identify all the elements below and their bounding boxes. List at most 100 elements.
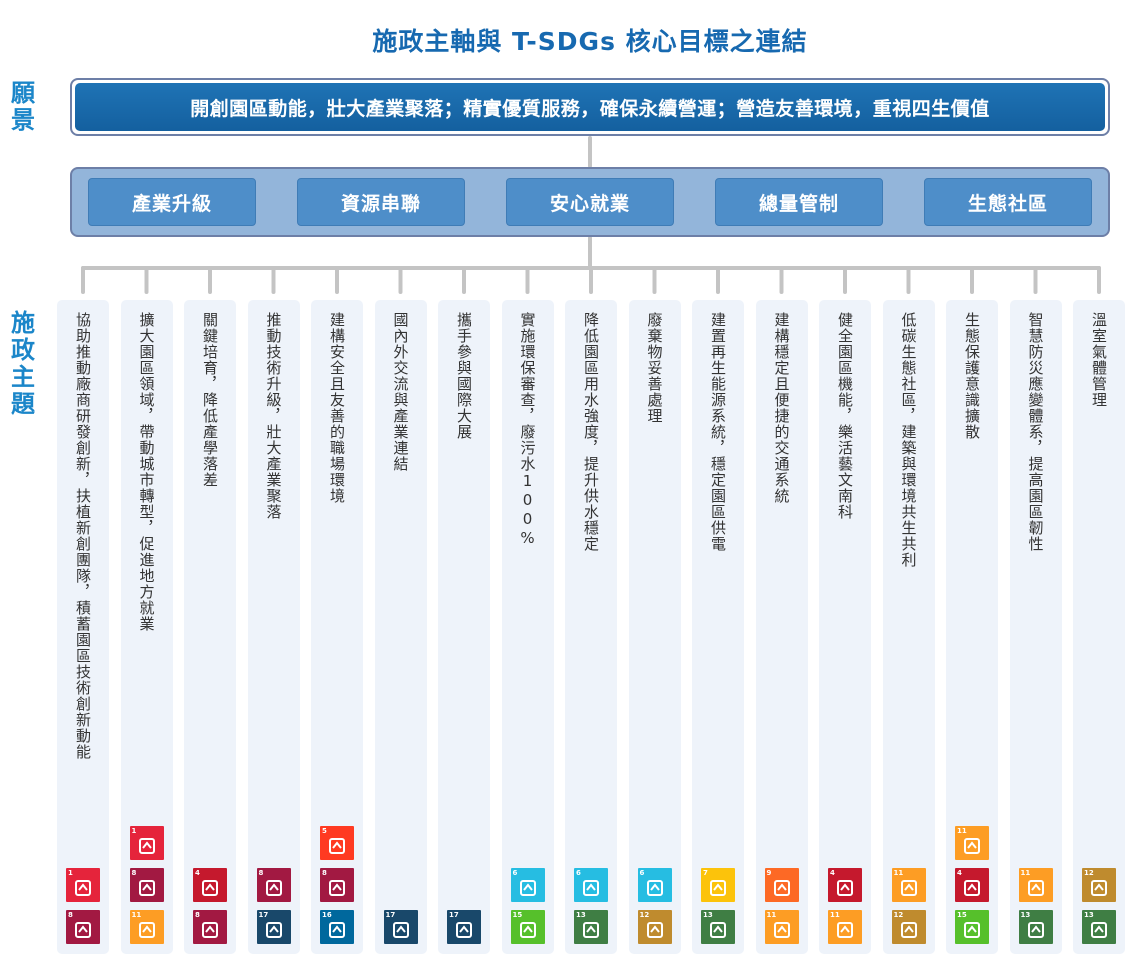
sdg-number: 4	[830, 869, 835, 877]
theme-text: 溫室氣體管理	[1073, 312, 1125, 408]
sdg-number: 11	[957, 827, 967, 835]
theme-column: 協助推動廠商研發創新，扶植新創團隊，積蓄園區技術創新動能 1 8	[57, 300, 109, 954]
sdg-number: 6	[512, 869, 518, 877]
sdg-8-icon: 8	[66, 910, 100, 944]
sdg-12-icon: 12	[1082, 868, 1116, 902]
theme-text: 推動技術升級，壯大產業聚落	[248, 312, 300, 520]
sdg-11-icon: 11	[764, 910, 799, 944]
theme-column: 低碳生態社區，建築與環境共生共利 11 12	[882, 300, 935, 954]
theme-label: 廢棄物妥善處理	[645, 312, 664, 424]
theme-text: 建構穩定且便捷的交通系統	[756, 312, 808, 504]
theme-text: 國內外交流與產業連結	[375, 312, 427, 472]
theme-text: 實施環保審查，廢污水100%	[502, 312, 554, 548]
axis-total-control: 總量管制	[715, 178, 883, 226]
sdg-1-icon: 1	[66, 868, 100, 902]
sdg-4-icon: 4	[955, 868, 989, 902]
axis-resource-linkage: 資源串聯	[297, 178, 465, 226]
sdg-11-icon: 11	[955, 826, 989, 860]
sdg-number: 4	[195, 869, 200, 877]
sdg-number: 8	[258, 869, 264, 877]
theme-text: 攜手參與國際大展	[438, 312, 490, 440]
theme-text: 協助推動廠商研發創新，扶植新創團隊，積蓄園區技術創新動能	[57, 312, 109, 760]
theme-label: 建構穩定且便捷的交通系統	[772, 312, 791, 504]
theme-column: 實施環保審查，廢污水100% 6 15	[501, 300, 554, 954]
theme-label: 智慧防災應變體系，提高園區韌性	[1026, 312, 1045, 552]
sdg-number: 6	[639, 869, 645, 877]
sdg-15-icon: 15	[955, 910, 989, 944]
theme-column: 建置再生能源系統，穩定園區供電 7 13	[692, 300, 744, 954]
sdg-6-icon: 6	[574, 868, 608, 902]
sdg-8-icon: 8	[129, 868, 164, 902]
sdg-number: 17	[258, 911, 269, 919]
axis-industry-upgrade: 產業升級	[88, 178, 256, 226]
axis-eco-community: 生態社區	[924, 178, 1092, 226]
vision-statement: 開創園區動能，壯大產業聚落；精實優質服務，確保永續營運；營造友善環境，重視四生價…	[75, 83, 1105, 131]
theme-column: 智慧防災應變體系，提高園區韌性 11 13	[1009, 300, 1062, 954]
theme-label: 實施環保審查，廢污水100%	[518, 312, 537, 548]
theme-label: 低碳生態社區，建築與環境共生共利	[899, 312, 918, 568]
sdg-11-icon: 11	[828, 910, 862, 944]
sdg-number: 9	[766, 869, 772, 877]
sdg-1-icon: 1	[129, 826, 164, 860]
sdg-9-icon: 9	[764, 868, 799, 902]
sdg-number: 8	[195, 911, 200, 919]
sdg-12-icon: 12	[637, 910, 672, 944]
theme-column: 推動技術升級，壯大產業聚落 8 17	[247, 300, 300, 954]
theme-label: 降低園區用水強度，提升供水穩定	[582, 312, 600, 552]
sdg-number: 11	[1020, 869, 1031, 877]
theme-label: 生態保護意識擴散	[963, 312, 981, 440]
sdg-number: 5	[322, 827, 327, 835]
sdg-number: 12	[893, 911, 904, 919]
theme-text: 低碳生態社區，建築與環境共生共利	[883, 312, 935, 568]
theme-text: 生態保護意識擴散	[946, 312, 998, 440]
sdg-number: 6	[576, 869, 581, 877]
sdg-number: 11	[766, 911, 777, 919]
sdg-7-icon: 7	[701, 868, 735, 902]
theme-text: 建構安全且友善的職場環境	[311, 312, 363, 504]
theme-label: 建構安全且友善的職場環境	[328, 312, 346, 504]
theme-label: 推動技術升級，壯大產業聚落	[264, 312, 283, 520]
sdg-8-icon: 8	[320, 868, 354, 902]
sdg-16-icon: 16	[320, 910, 354, 944]
sdg-6-icon: 6	[510, 868, 545, 902]
sdg-11-icon: 11	[1018, 868, 1053, 902]
sdg-number: 11	[131, 911, 142, 919]
theme-column: 攜手參與國際大展 17	[438, 300, 490, 954]
sdg-8-icon: 8	[193, 910, 227, 944]
sdg-11-icon: 11	[129, 910, 164, 944]
theme-text: 降低園區用水強度，提升供水穩定	[565, 312, 617, 552]
theme-label: 攜手參與國際大展	[455, 312, 473, 440]
theme-column: 國內外交流與產業連結 17	[374, 300, 427, 954]
theme-column: 溫室氣體管理 12 13	[1073, 300, 1125, 954]
themes-side-label: 施 政 主 題	[11, 309, 35, 418]
sdg-number: 15	[512, 911, 523, 919]
sdg-number: 1	[68, 869, 73, 877]
sdg-6-icon: 6	[637, 868, 672, 902]
axis-safe-employment: 安心就業	[506, 178, 674, 226]
theme-column: 建構安全且友善的職場環境 5 8 16	[311, 300, 363, 954]
sdg-number: 17	[449, 911, 459, 919]
sdg-number: 13	[1084, 911, 1094, 919]
sdg-number: 7	[703, 869, 708, 877]
sdg-8-icon: 8	[256, 868, 291, 902]
page-title: 施政主軸與 T-SDGs 核心目標之連結	[372, 27, 808, 56]
sdg-number: 11	[830, 911, 840, 919]
sdg-13-icon: 13	[701, 910, 735, 944]
sdg-number: 12	[639, 911, 650, 919]
theme-label: 關鍵培育，降低產學落差	[201, 312, 219, 488]
theme-label: 健全園區機能，樂活藝文南科	[836, 312, 854, 520]
sdg-4-icon: 4	[828, 868, 862, 902]
theme-label: 協助推動廠商研發創新，扶植新創團隊，積蓄園區技術創新動能	[74, 312, 92, 760]
sdg-15-icon: 15	[510, 910, 545, 944]
theme-label: 擴大園區領域，帶動城市轉型，促進地方就業	[137, 312, 156, 632]
theme-column: 生態保護意識擴散 11 4 15	[946, 300, 998, 954]
theme-column: 擴大園區領域，帶動城市轉型，促進地方就業 1 8 11	[120, 300, 173, 954]
sdg-number: 12	[1084, 869, 1094, 877]
theme-column: 降低園區用水強度，提升供水穩定 6 13	[565, 300, 617, 954]
sdg-number: 8	[68, 911, 73, 919]
sdg-4-icon: 4	[193, 868, 227, 902]
theme-text: 廢棄物妥善處理	[629, 312, 681, 424]
sdg-number: 1	[131, 827, 137, 835]
theme-text: 智慧防災應變體系，提高園區韌性	[1010, 312, 1062, 552]
theme-label: 建置再生能源系統，穩定園區供電	[709, 312, 727, 552]
